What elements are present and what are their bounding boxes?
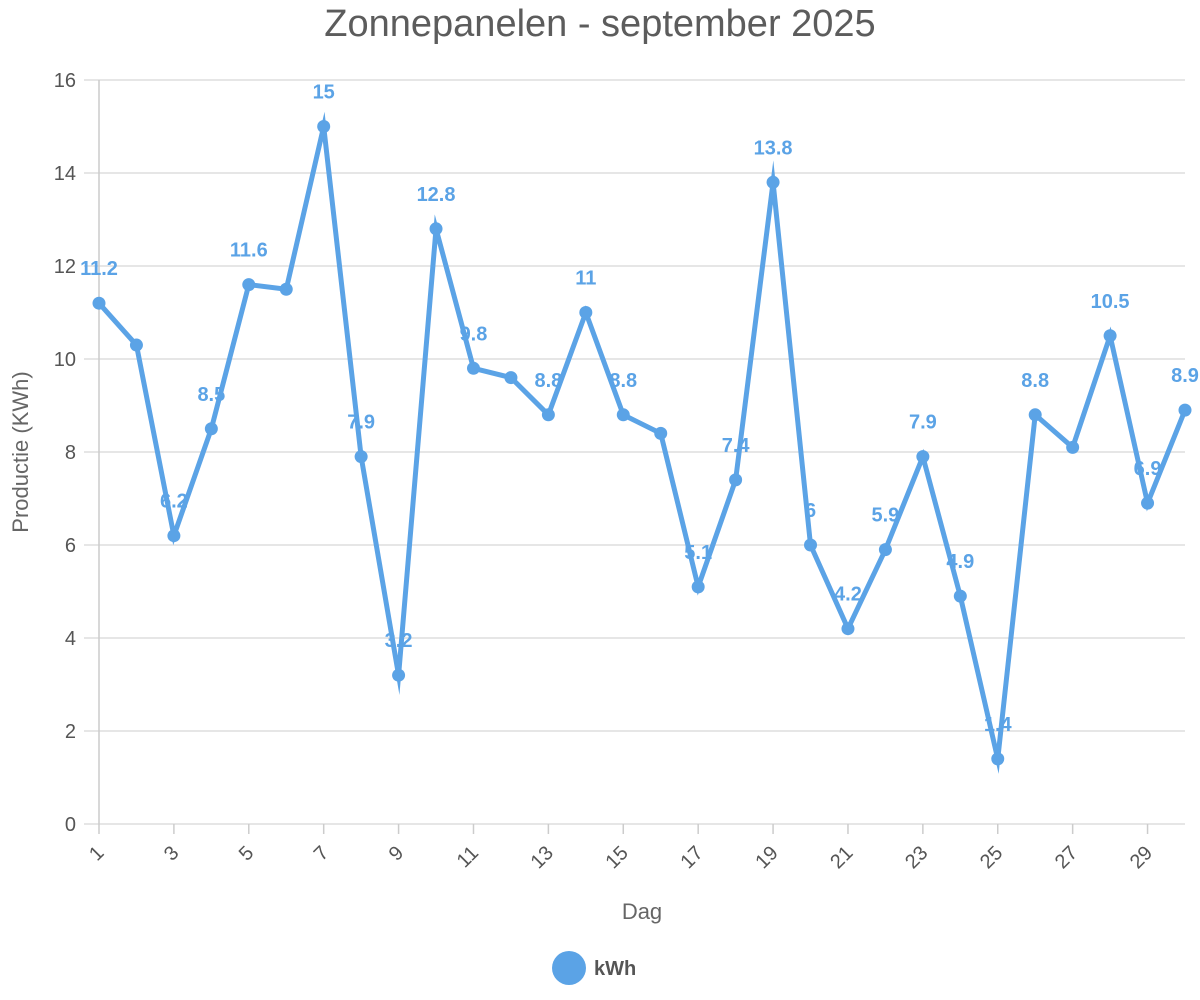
- x-tick-label: 5: [235, 842, 258, 865]
- data-label: 9.8: [460, 323, 488, 345]
- data-label: 8.8: [609, 370, 637, 392]
- y-tick-label: 16: [54, 70, 76, 92]
- data-label: 5.1: [684, 542, 712, 564]
- data-label: 11.2: [80, 258, 118, 280]
- data-point: [242, 278, 256, 292]
- x-axis-title: Dag: [622, 899, 662, 924]
- data-point: [878, 543, 892, 557]
- gridlines: [84, 79, 1185, 825]
- data-point: [916, 450, 930, 464]
- data-point: [1103, 329, 1117, 343]
- x-tick-label: 1: [85, 842, 108, 865]
- data-point: [766, 175, 780, 189]
- data-label: 8.5: [197, 384, 225, 406]
- data-point: [129, 338, 143, 352]
- x-tick-label: 9: [385, 842, 408, 865]
- y-tick-label: 12: [54, 256, 76, 278]
- data-point: [541, 408, 555, 422]
- x-tick-label: 11: [453, 842, 483, 872]
- data-point: [504, 371, 518, 385]
- x-tick-label: 23: [901, 842, 932, 873]
- x-tick-label: 21: [826, 842, 857, 873]
- series-kwh: [92, 111, 1192, 774]
- x-tick-label: 3: [160, 842, 183, 865]
- x-tick-label: 25: [976, 842, 1007, 873]
- data-label: 7.9: [909, 412, 937, 434]
- data-label: 8.9: [1171, 365, 1199, 387]
- y-tick-label: 8: [65, 442, 76, 464]
- data-label: 6: [805, 500, 816, 522]
- data-point: [317, 120, 331, 133]
- x-tick-label: 17: [676, 842, 707, 873]
- data-label: 10.5: [1091, 291, 1130, 313]
- data-label: 12.8: [417, 184, 456, 206]
- chart-title: Zonnepanelen - september 2025: [324, 3, 875, 45]
- data-point: [654, 426, 668, 440]
- x-tick-label: 27: [1051, 842, 1082, 873]
- data-point: [1178, 403, 1192, 417]
- data-point: [616, 408, 630, 422]
- data-point: [204, 422, 218, 436]
- legend-label[interactable]: kWh: [594, 958, 636, 980]
- x-tick-label: 13: [527, 842, 558, 873]
- x-tick-label: 19: [751, 842, 782, 873]
- data-label: 7.9: [347, 412, 375, 434]
- data-point: [92, 296, 106, 310]
- data-label: 7.4: [722, 435, 751, 457]
- data-label: 4.9: [946, 551, 974, 573]
- data-label: 15: [313, 82, 335, 104]
- x-tick-label: 29: [1126, 842, 1157, 873]
- data-label: 6.2: [160, 491, 188, 513]
- series-line: [97, 111, 1188, 774]
- data-point: [466, 361, 480, 375]
- data-label: 8.8: [1021, 370, 1049, 392]
- data-label: 5.9: [872, 505, 900, 527]
- y-tick-label: 14: [54, 163, 76, 185]
- data-label: 8.8: [534, 370, 562, 392]
- legend-marker-icon[interactable]: [552, 951, 586, 985]
- data-point: [953, 589, 967, 603]
- data-label: 11.6: [230, 240, 268, 262]
- data-point: [691, 580, 705, 594]
- y-tick-label: 4: [65, 628, 76, 650]
- x-tick-label: 7: [310, 842, 333, 865]
- data-label: 1.4: [984, 714, 1013, 736]
- data-point: [579, 306, 593, 319]
- y-axis-title: Productie (KWh): [8, 371, 33, 532]
- data-label: 6.9: [1134, 458, 1162, 480]
- data-point: [429, 222, 443, 236]
- data-point: [392, 668, 406, 682]
- data-point: [354, 450, 368, 464]
- data-labels: 11.2 6.2 8.5 11.6 15 7.9 3.2 12.8 9.8 8.8 11 8.8 5.1…: [80, 82, 1199, 736]
- data-label: 3.2: [385, 630, 413, 652]
- data-point: [279, 282, 293, 296]
- y-tick-label: 0: [65, 814, 76, 836]
- data-point: [1141, 496, 1155, 510]
- x-tick-label: 15: [602, 842, 633, 873]
- data-point: [991, 752, 1005, 766]
- data-point: [1066, 440, 1080, 454]
- data-point: [841, 622, 855, 636]
- data-label: 13.8: [754, 137, 793, 159]
- data-label: 11: [575, 268, 596, 290]
- data-point: [729, 473, 743, 487]
- data-label: 4.2: [834, 584, 862, 606]
- y-tick-label: 10: [54, 349, 76, 371]
- data-point: [167, 529, 181, 543]
- data-point: [804, 538, 818, 552]
- y-tick-label: 6: [65, 535, 76, 557]
- data-point: [1028, 408, 1042, 422]
- legend[interactable]: kWh: [552, 951, 636, 985]
- y-tick-label: 2: [65, 721, 76, 743]
